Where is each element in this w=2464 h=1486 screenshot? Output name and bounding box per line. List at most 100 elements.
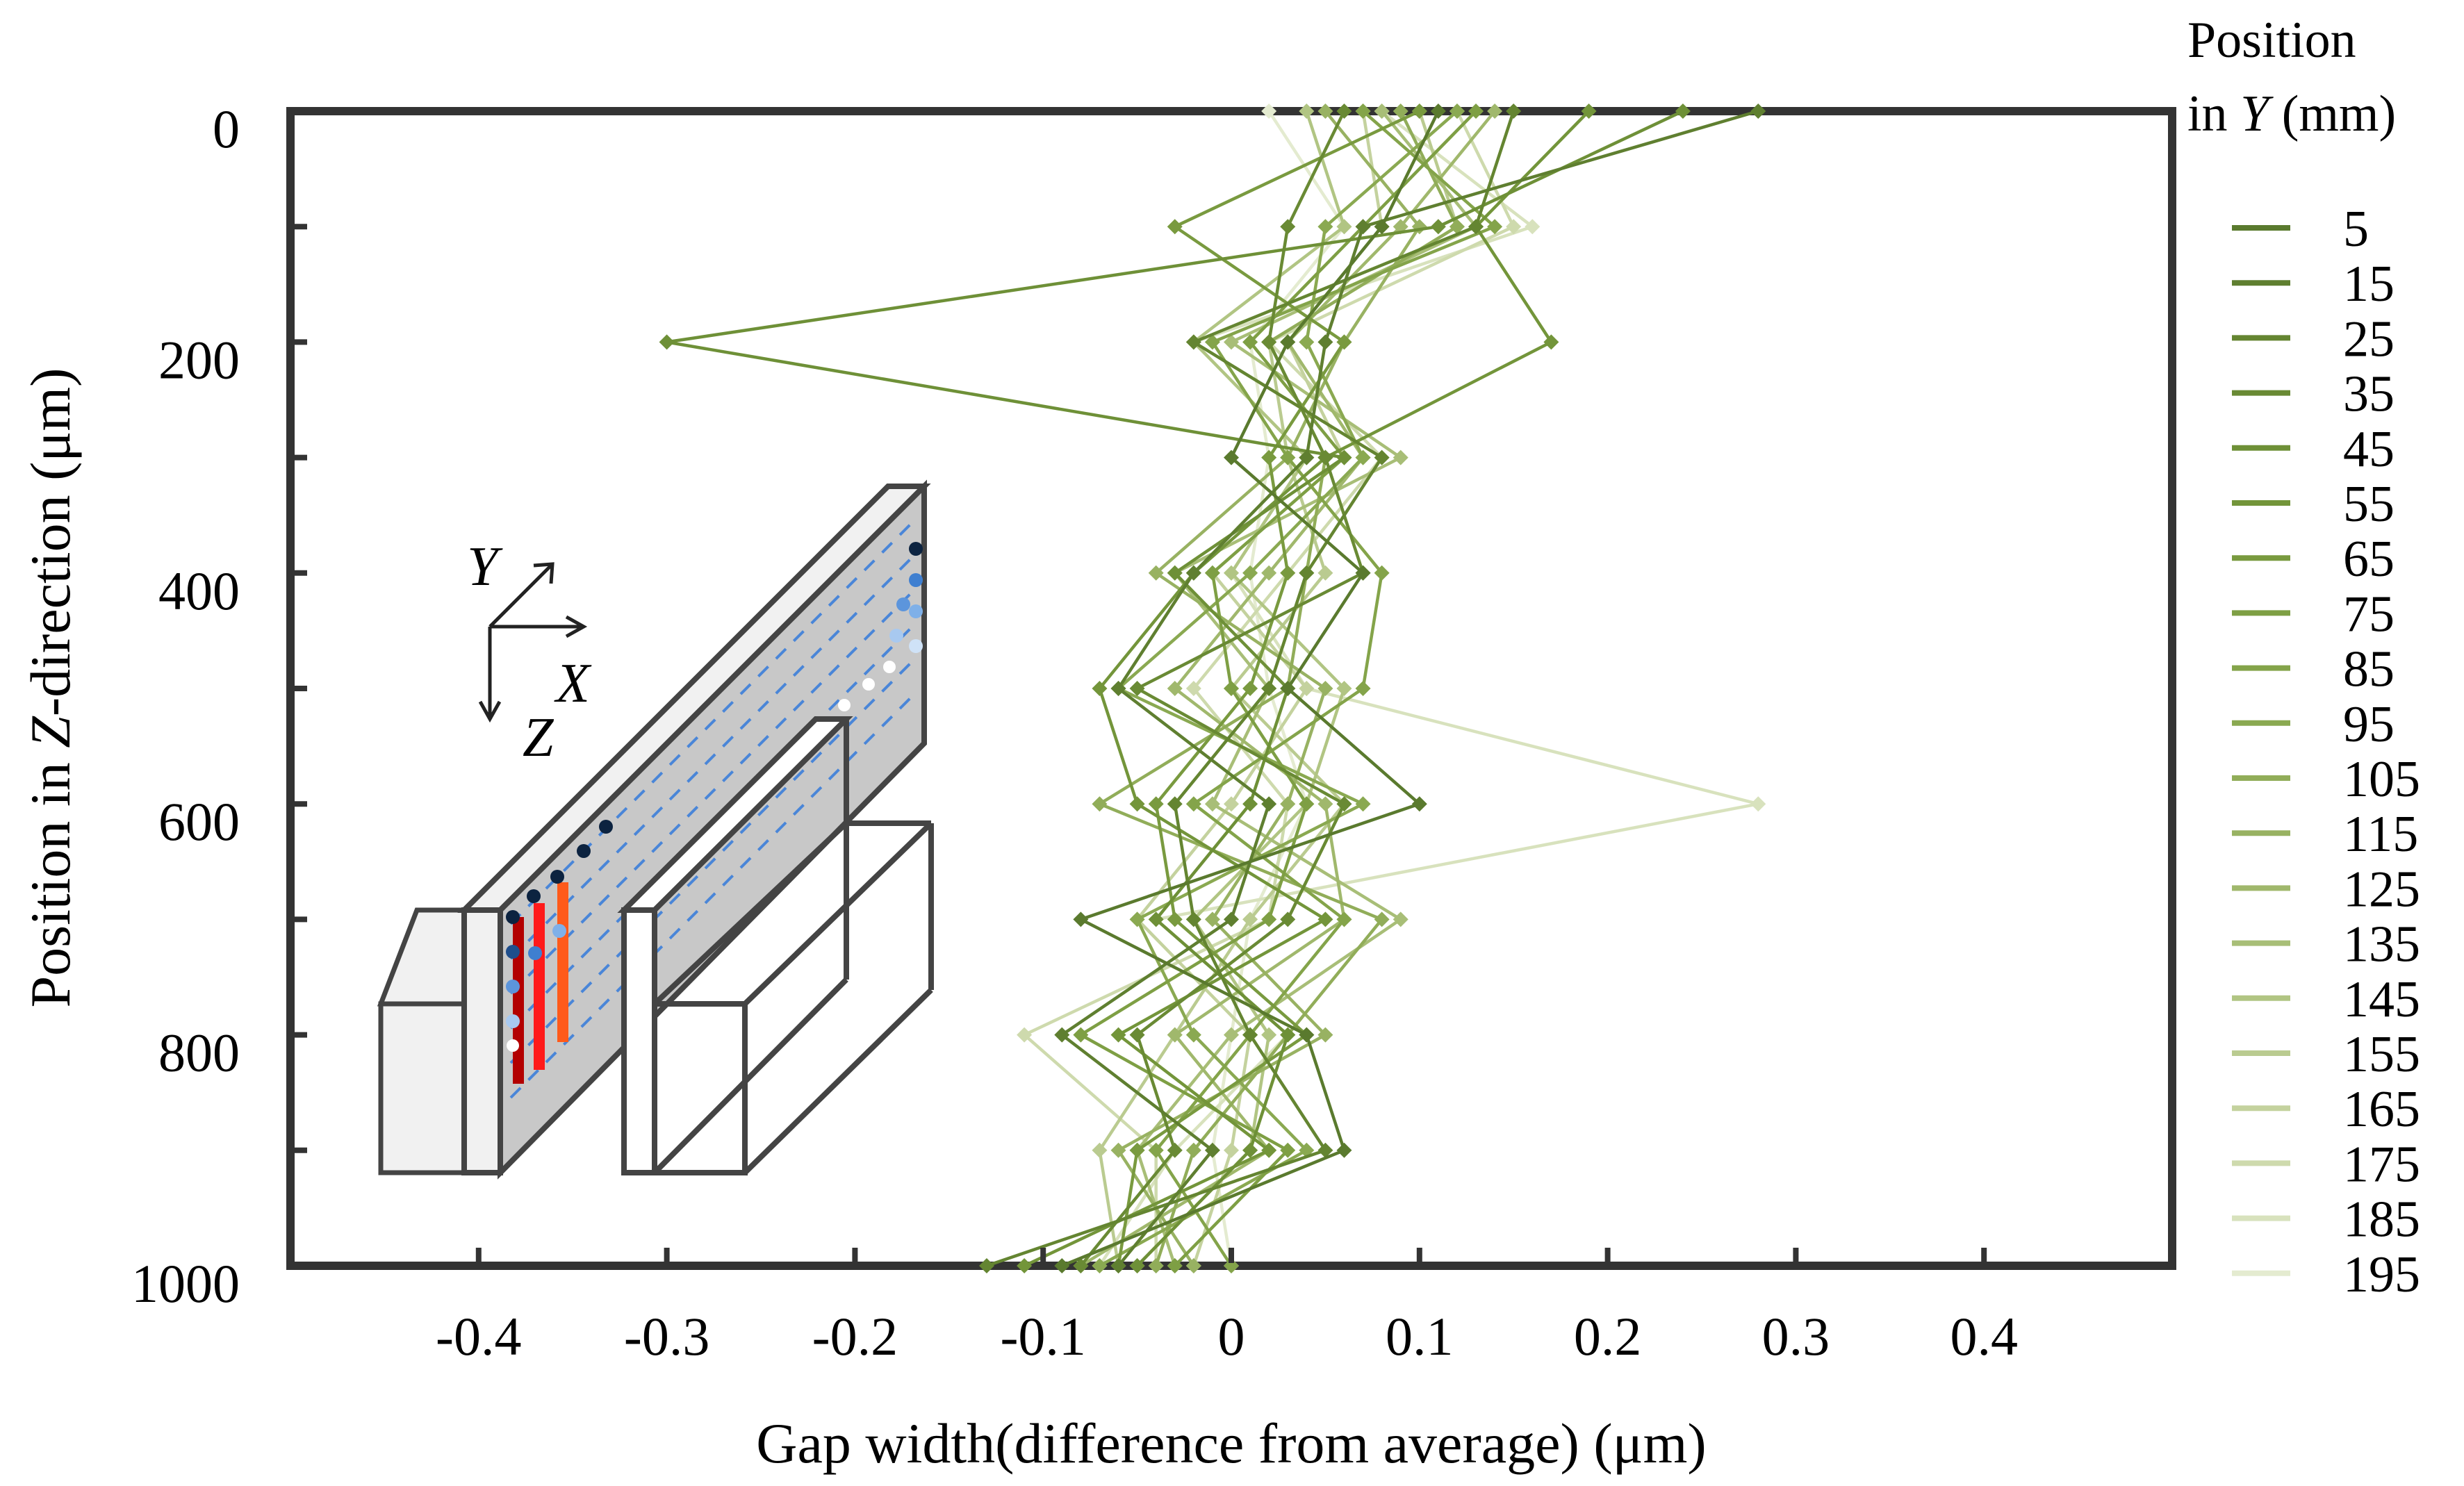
y-tick-label: 200 [158, 329, 240, 390]
legend: Position in Y (mm) 515253545556575859510… [2187, 12, 2420, 1303]
data-point [1167, 565, 1183, 581]
series-layer [659, 104, 1766, 1273]
legend-entry: 105 [2232, 751, 2420, 808]
data-point [1317, 681, 1333, 696]
data-point [1355, 796, 1371, 812]
data-point [1204, 565, 1220, 581]
data-point [1374, 565, 1390, 581]
data-point [1204, 911, 1220, 927]
data-point [1242, 334, 1258, 350]
inset-axis-label-z: Z [523, 707, 555, 768]
data-point [1224, 796, 1239, 812]
legend-label: 15 [2343, 256, 2395, 313]
legend-entry: 15 [2232, 256, 2395, 313]
data-point [1242, 911, 1258, 927]
x-tick-label: 0.2 [1574, 1306, 1642, 1367]
data-point [1543, 334, 1559, 350]
legend-label: 55 [2343, 476, 2395, 533]
data-point [1185, 1142, 1201, 1158]
data-point [1054, 1027, 1070, 1043]
data-point [1261, 911, 1277, 927]
data-point [1374, 449, 1390, 465]
legend-label: 45 [2343, 421, 2395, 478]
data-point [1336, 334, 1352, 350]
legend-entry: 175 [2232, 1136, 2420, 1193]
data-point [1317, 911, 1333, 927]
data-point [978, 1258, 994, 1273]
y-axis-ticks: 0 200 400 600 800 1000 [131, 99, 307, 1314]
data-point [1129, 1027, 1145, 1043]
data-point [1129, 911, 1145, 927]
data-point [1336, 1142, 1352, 1158]
data-point [1242, 565, 1258, 581]
legend-title-suffix: (mm) [2269, 85, 2396, 142]
data-point [1224, 449, 1239, 465]
legend-entry: 35 [2232, 366, 2395, 423]
data-point [1317, 796, 1333, 812]
data-point [1185, 681, 1201, 696]
data-point [1185, 1258, 1201, 1273]
data-point [1110, 681, 1126, 696]
x-tick-label: -0.4 [436, 1306, 521, 1367]
y-axis-title: Position in Z-direction (μm) [19, 368, 82, 1008]
data-point [1167, 796, 1183, 812]
x-tick-label: -0.2 [812, 1306, 898, 1367]
data-point [1148, 796, 1164, 812]
data-point [1261, 1027, 1277, 1043]
data-point [1449, 219, 1465, 235]
data-point [1092, 1142, 1108, 1158]
data-point [1280, 1027, 1296, 1043]
data-point [1393, 449, 1408, 465]
x-tick-label: -0.1 [1000, 1306, 1085, 1367]
x-tick-label: 0.4 [1950, 1306, 2018, 1367]
data-point [1185, 334, 1201, 350]
data-point [1261, 796, 1277, 812]
data-point [1167, 1142, 1183, 1158]
data-point [1129, 1258, 1145, 1273]
legend-label: 175 [2343, 1136, 2420, 1193]
data-point [1336, 911, 1352, 927]
data-point [1317, 104, 1333, 119]
legend-label: 65 [2343, 531, 2395, 588]
legend-entries: 5152535455565758595105115125135145155165… [2232, 201, 2420, 1303]
data-point [1393, 911, 1408, 927]
data-point [1280, 1142, 1296, 1158]
legend-label: 115 [2343, 806, 2418, 863]
data-point [1299, 334, 1315, 350]
legend-entry: 95 [2232, 696, 2395, 753]
legend-label: 155 [2343, 1026, 2420, 1083]
y-tick-label: 0 [213, 99, 240, 159]
data-point [1167, 911, 1183, 927]
legend-entry: 65 [2232, 531, 2395, 588]
data-point [1336, 104, 1352, 119]
data-point [1224, 1027, 1239, 1043]
data-point [1073, 1258, 1089, 1273]
data-point [1317, 449, 1333, 465]
x-tick-label: 0.1 [1386, 1306, 1454, 1367]
data-point [1374, 104, 1390, 119]
data-point [1224, 1142, 1239, 1158]
data-point [1280, 219, 1296, 235]
legend-entry: 155 [2232, 1026, 2420, 1083]
data-point [1280, 796, 1296, 812]
data-point [1261, 681, 1277, 696]
data-point [1110, 1027, 1126, 1043]
y-axis-title-prefix: Position in [19, 748, 82, 1008]
legend-label: 145 [2343, 971, 2420, 1028]
data-point [1224, 911, 1239, 927]
data-point [1224, 1258, 1239, 1273]
data-point [1468, 104, 1484, 119]
data-point [1167, 1258, 1183, 1273]
data-point [1675, 104, 1691, 119]
data-point [1261, 565, 1277, 581]
data-point [1355, 104, 1371, 119]
data-point [1110, 1258, 1126, 1273]
inset-dots [506, 542, 923, 1052]
legend-entry: 25 [2232, 311, 2395, 368]
legend-label: 95 [2343, 696, 2395, 753]
data-point [1073, 1027, 1089, 1043]
data-point [1317, 1027, 1333, 1043]
data-point [1242, 796, 1258, 812]
data-point [1148, 1258, 1164, 1273]
